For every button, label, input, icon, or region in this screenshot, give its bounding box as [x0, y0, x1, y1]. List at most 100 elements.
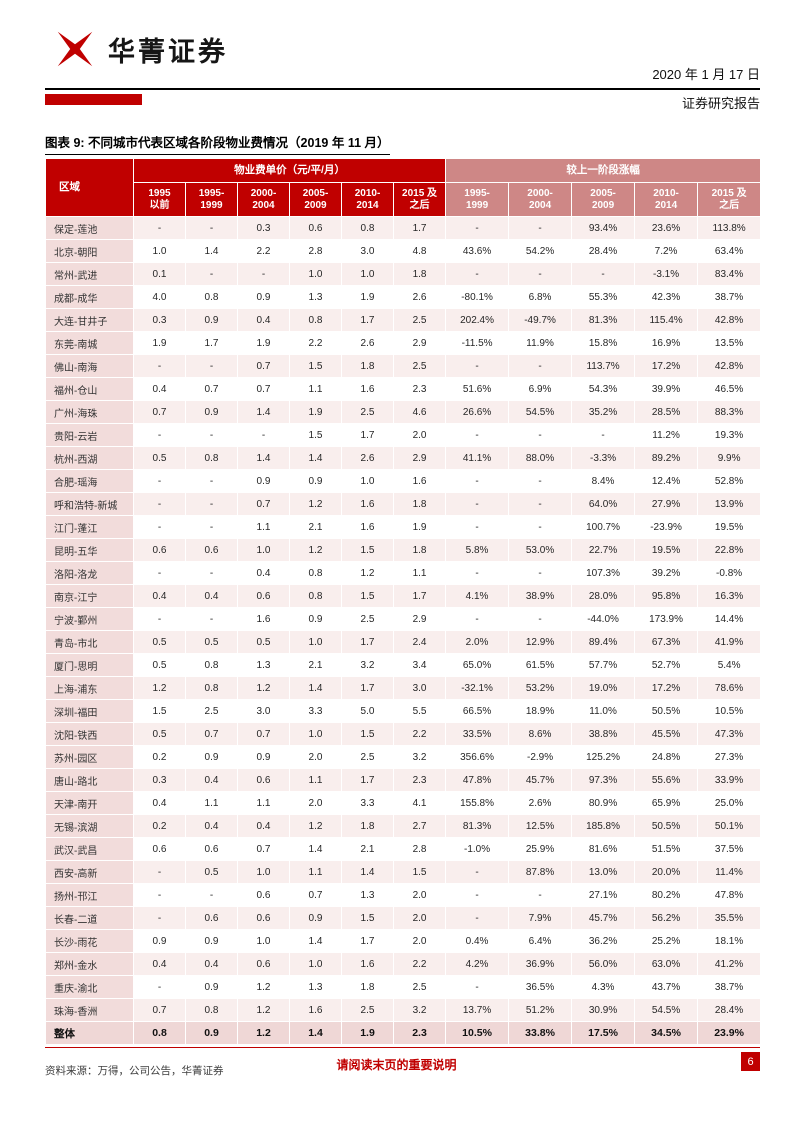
price-cell: 2.5 — [392, 308, 447, 332]
total-row: 整体 0.8 0.9 1.2 1.4 1.9 2.3 10.5% 33.8% 17.5% 34.5%… — [45, 1021, 762, 1045]
price-cell: 1.7 — [392, 584, 447, 608]
price-cell: 1.7 — [341, 630, 394, 654]
price-cell: - — [185, 883, 238, 907]
table-row: 呼和浩特-新城 - -0.7 1.2 1.6 1.8- -64.0% 27.9% 13.9% — [45, 492, 762, 516]
growth-cell: 28.0% — [571, 584, 636, 608]
price-cell: 1.2 — [289, 814, 342, 838]
source-note: 资料来源：万得，公司公告，华菁证券 — [45, 1065, 224, 1077]
growth-cell: 39.2% — [634, 561, 699, 585]
price-cell: 0.4 — [237, 814, 290, 838]
growth-cell: - — [445, 561, 510, 585]
price-cell: 1.0 — [341, 262, 394, 286]
table-row: 扬州-邗江 - -0.6 0.7 1.3 2.0- -27.1% 80.2% 47.8% — [45, 883, 762, 907]
price-cell: 0.5 — [237, 630, 290, 654]
growth-cell: 54.3% — [571, 377, 636, 401]
growth-cell: 28.5% — [634, 400, 699, 424]
region-cell: 天津-南开 — [45, 791, 134, 815]
growth-cell: 65.9% — [634, 791, 699, 815]
growth-col-header: 1995- 1999 — [445, 182, 510, 217]
table-row: 沈阳-铁西 0.5 0.7 0.7 1.0 1.5 2.2 33.5% 8.6% 38.8% 45.… — [45, 722, 762, 746]
growth-cell: 113.7% — [571, 354, 636, 378]
growth-cell: 38.9% — [508, 584, 573, 608]
price-cell: 0.7 — [237, 377, 290, 401]
price-cell: 2.5 — [341, 607, 394, 631]
price-cell: - — [133, 906, 186, 930]
table-body: 保定-莲池 - -0.3 0.6 0.8 1.7- -93.4% 23.6% 113.8% 北京-… — [45, 216, 762, 1045]
growth-cell: 54.2% — [508, 239, 573, 263]
growth-cell: 89.4% — [571, 630, 636, 654]
growth-cell: -80.1% — [445, 285, 510, 309]
price-cell: 0.6 — [185, 837, 238, 861]
growth-cell: 25.0% — [697, 791, 762, 815]
price-cell: 2.6 — [392, 285, 447, 309]
price-cell: 0.6 — [237, 768, 290, 792]
table-row: 成都-成华 4.0 0.8 0.9 1.3 1.9 2.6 -80.1% 6.8% 55.3% 42… — [45, 285, 762, 309]
growth-cell: - — [445, 607, 510, 631]
price-cell: 1.4 — [289, 929, 342, 953]
growth-cell: 19.0% — [571, 676, 636, 700]
price-cell: 2.1 — [341, 837, 394, 861]
growth-cell: 107.3% — [571, 561, 636, 585]
price-cell: 1.8 — [341, 814, 394, 838]
price-cell: 2.1 — [289, 515, 342, 539]
price-cell: 0.7 — [133, 998, 186, 1022]
growth-cell: 20.0% — [634, 860, 699, 884]
price-cell: 0.6 — [133, 837, 186, 861]
region-cell: 江门-蓬江 — [45, 515, 134, 539]
growth-cell: - — [571, 262, 636, 286]
growth-cell: 33.5% — [445, 722, 510, 746]
region-cell: 郑州-金水 — [45, 952, 134, 976]
property-fee-table: 区域 物业费单价（元/平/月） 较上一阶段涨幅 1995 以前 1995- 19… — [45, 158, 762, 1045]
price-cell: 0.7 — [185, 377, 238, 401]
region-cell: 沈阳-铁西 — [45, 722, 134, 746]
price-group-header: 物业费单价（元/平/月） — [132, 158, 447, 183]
price-cell: 3.3 — [289, 699, 342, 723]
region-cell: 深圳-福田 — [45, 699, 134, 723]
growth-cell: 36.2% — [571, 929, 636, 953]
growth-cell: - — [445, 883, 510, 907]
growth-cell: 28.4% — [697, 998, 762, 1022]
growth-cell: 36.9% — [508, 952, 573, 976]
growth-cell: 36.5% — [508, 975, 573, 999]
table-row: 苏州-园区 0.2 0.9 0.9 2.0 2.5 3.2 356.6% -2.9% 125.2%… — [45, 745, 762, 769]
growth-cell: - — [445, 515, 510, 539]
price-cell: 0.9 — [289, 607, 342, 631]
region-cell: 呼和浩特-新城 — [45, 492, 134, 516]
price-cell: 2.6 — [341, 446, 394, 470]
price-cell: 1.1 — [237, 515, 290, 539]
region-cell: 厦门-思明 — [45, 653, 134, 677]
region-cell: 上海-浦东 — [45, 676, 134, 700]
price-cell: - — [185, 354, 238, 378]
growth-cell: - — [445, 216, 510, 240]
price-cell: 2.9 — [392, 331, 447, 355]
growth-cell: - — [508, 216, 573, 240]
price-cell: 1.7 — [341, 308, 394, 332]
table-row: 佛山-南海 - -0.7 1.5 1.8 2.5- -113.7% 17.2% 42.8% — [45, 354, 762, 378]
region-cell: 西安-高新 — [45, 860, 134, 884]
price-cell: - — [185, 492, 238, 516]
growth-cell: 17.2% — [634, 676, 699, 700]
region-cell: 扬州-邗江 — [45, 883, 134, 907]
price-cell: 3.0 — [341, 239, 394, 263]
price-cell: 1.6 — [341, 515, 394, 539]
growth-cell: 27.9% — [634, 492, 699, 516]
growth-cell: 83.4% — [697, 262, 762, 286]
price-cell: 2.2 — [392, 722, 447, 746]
price-cell: 1.6 — [289, 998, 342, 1022]
price-cell: 2.8 — [289, 239, 342, 263]
growth-cell: 42.8% — [697, 354, 762, 378]
table-row: 洛阳-洛龙 - -0.4 0.8 1.2 1.1- -107.3% 39.2% -0.8% — [45, 561, 762, 585]
region-cell: 大连-甘井子 — [45, 308, 134, 332]
growth-cell: 17.2% — [634, 354, 699, 378]
price-cell: 0.3 — [133, 308, 186, 332]
price-cell: 0.4 — [133, 791, 186, 815]
price-cell: 1.8 — [392, 262, 447, 286]
growth-cell: 57.7% — [571, 653, 636, 677]
growth-cell: - — [445, 975, 510, 999]
growth-cell: 27.3% — [697, 745, 762, 769]
price-cell: 1.6 — [341, 492, 394, 516]
table-row: 珠海-香洲 0.7 0.8 1.2 1.6 2.5 3.2 13.7% 51.2% 30.9% 54… — [45, 998, 762, 1022]
growth-cell: 5.8% — [445, 538, 510, 562]
price-cell: 1.5 — [341, 538, 394, 562]
growth-group-header: 较上一阶段涨幅 — [445, 158, 762, 183]
